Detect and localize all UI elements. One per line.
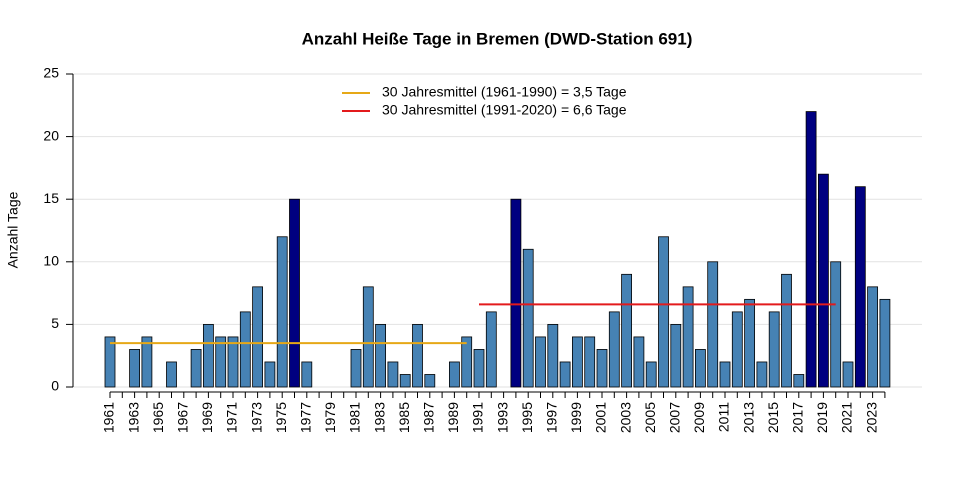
bar xyxy=(215,336,227,388)
x-tick-label: 1971 xyxy=(224,402,240,433)
x-tick-label: 1985 xyxy=(396,402,412,433)
x-tick-label: 2021 xyxy=(839,402,855,433)
bar xyxy=(399,374,411,388)
bar xyxy=(227,336,239,388)
x-tick-label: 1961 xyxy=(101,402,117,433)
x-tick-label: 1975 xyxy=(273,402,289,433)
x-tick-label: 2019 xyxy=(814,402,830,433)
bar xyxy=(166,361,177,388)
bar xyxy=(682,286,694,388)
y-axis-label: Anzahl Tage xyxy=(5,191,21,268)
x-tick-label: 1989 xyxy=(445,402,461,433)
bar xyxy=(867,286,878,388)
bar xyxy=(522,248,534,388)
x-tick-label: 1997 xyxy=(544,402,560,433)
x-tick-label: 2003 xyxy=(617,402,633,433)
x-tick-label: 2015 xyxy=(765,402,781,433)
bar xyxy=(301,361,313,388)
bar xyxy=(559,361,571,388)
x-tick-label: 1993 xyxy=(494,402,510,433)
bar xyxy=(707,261,719,388)
bar xyxy=(387,361,399,388)
bar xyxy=(448,361,460,388)
x-tick-label: 2009 xyxy=(691,402,707,433)
x-tick-label: 2007 xyxy=(667,402,683,433)
bar xyxy=(239,311,251,388)
bar xyxy=(202,323,214,388)
x-tick-label: 2023 xyxy=(863,402,879,433)
bar xyxy=(473,349,485,388)
y-tick-label: 15 xyxy=(43,190,59,206)
bar xyxy=(461,336,473,388)
bar xyxy=(129,349,141,388)
chart-title: Anzahl Heiße Tage in Bremen (DWD-Station… xyxy=(302,29,693,48)
bar xyxy=(719,361,731,388)
bar xyxy=(510,198,522,388)
bar xyxy=(264,361,276,388)
bar xyxy=(744,298,755,388)
x-tick-label: 2001 xyxy=(593,402,609,433)
x-tick-label: 1967 xyxy=(175,402,191,433)
bar xyxy=(805,111,817,388)
bar xyxy=(190,349,202,388)
bar xyxy=(854,186,866,388)
x-tick-label: 1981 xyxy=(347,402,363,433)
bar xyxy=(621,273,632,388)
bar xyxy=(670,323,682,388)
bar xyxy=(412,323,423,388)
bar xyxy=(362,286,374,388)
bar xyxy=(768,311,780,388)
bar xyxy=(276,236,288,388)
bar xyxy=(731,311,743,388)
x-tick-label: 1973 xyxy=(248,402,264,433)
bar xyxy=(608,311,620,388)
bar xyxy=(818,173,829,388)
bar xyxy=(793,374,805,388)
bar xyxy=(596,349,608,388)
bar xyxy=(289,198,300,388)
bar xyxy=(350,349,362,388)
x-tick-label: 1963 xyxy=(125,402,141,433)
bar xyxy=(658,236,669,388)
x-tick-label: 2017 xyxy=(790,402,806,433)
bar xyxy=(633,336,645,388)
bar xyxy=(842,361,854,388)
bar xyxy=(375,323,387,388)
x-tick-label: 1969 xyxy=(199,402,215,433)
bar xyxy=(535,336,546,388)
x-tick-label: 1965 xyxy=(150,402,166,433)
bar xyxy=(781,273,792,388)
x-tick-label: 1977 xyxy=(298,402,314,433)
bar xyxy=(645,361,657,388)
bar xyxy=(584,336,596,388)
legend-label: 30 Jahresmittel (1961-1990) = 3,5 Tage xyxy=(382,84,627,100)
y-tick-label: 20 xyxy=(43,127,59,143)
x-tick-label: 1987 xyxy=(421,402,437,433)
y-tick-label: 0 xyxy=(51,378,59,394)
bar xyxy=(547,323,559,388)
x-tick-label: 2011 xyxy=(716,402,732,432)
bar xyxy=(485,311,497,388)
y-tick-label: 25 xyxy=(43,65,59,81)
x-tick-label: 1979 xyxy=(322,402,338,433)
x-tick-label: 1983 xyxy=(371,402,387,433)
y-tick-label: 5 xyxy=(51,315,59,331)
bar xyxy=(830,261,842,388)
bar xyxy=(252,286,264,388)
x-tick-label: 2005 xyxy=(642,402,658,433)
bar xyxy=(756,361,768,388)
x-tick-label: 2013 xyxy=(740,402,756,433)
x-tick-label: 1995 xyxy=(519,402,535,433)
x-tick-label: 1999 xyxy=(568,402,584,433)
bar xyxy=(104,336,116,388)
bar xyxy=(424,374,436,388)
y-tick-label: 10 xyxy=(43,253,59,269)
bar xyxy=(879,298,891,388)
x-tick-label: 1991 xyxy=(470,402,486,433)
bar xyxy=(695,349,706,388)
bar xyxy=(572,336,583,388)
bar xyxy=(141,336,153,388)
legend-label: 30 Jahresmittel (1991-2020) = 6,6 Tage xyxy=(382,102,627,118)
